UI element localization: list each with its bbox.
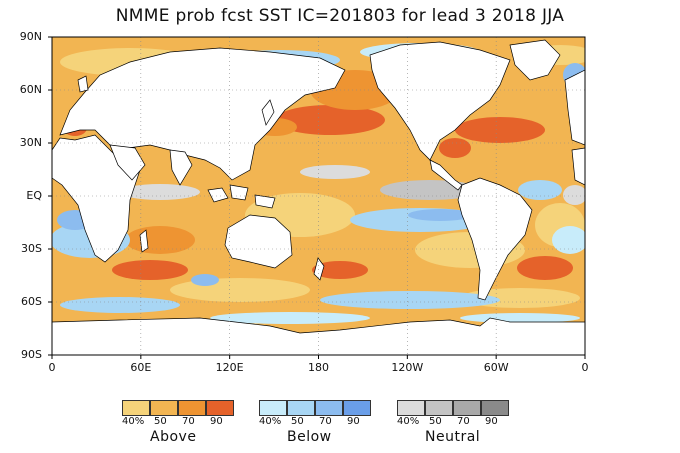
lat-label: 60S	[21, 295, 42, 308]
lat-label: 90S	[21, 348, 42, 361]
legend-swatch	[178, 400, 206, 416]
legend-swatch	[206, 400, 234, 416]
lon-label: 60E	[130, 361, 152, 374]
legend-tick-label: 40%	[122, 416, 145, 427]
legend-swatch	[122, 400, 150, 416]
lat-label: 30N	[19, 136, 42, 149]
legend-tick-label: 90	[210, 416, 223, 427]
legend-swatch	[425, 400, 453, 416]
legend-swatch	[259, 400, 287, 416]
legend-tick-label: 70	[457, 416, 470, 427]
lon-label: 120E	[215, 361, 244, 374]
map-title: NMME prob fcst SST IC=201803 for lead 3 …	[115, 6, 565, 26]
lat-label: 30S	[21, 242, 42, 255]
legend-swatch	[150, 400, 178, 416]
legend-tick-label: 50	[154, 416, 167, 427]
lon-label: 0	[581, 361, 589, 374]
lon-label: 120W	[391, 361, 424, 374]
legend-tick-label: 70	[319, 416, 332, 427]
lon-label: 60W	[483, 361, 509, 374]
legend-swatch	[315, 400, 343, 416]
legend-title: Below	[287, 429, 332, 445]
legend-title: Neutral	[425, 429, 481, 445]
legend-swatch	[397, 400, 425, 416]
lat-label: 60N	[19, 83, 42, 96]
lon-label: 180	[308, 361, 329, 374]
graticule	[52, 37, 585, 355]
legend-tick-label: 90	[347, 416, 360, 427]
legend-swatch	[287, 400, 315, 416]
legend-tick-label: 50	[429, 416, 442, 427]
legend-tick-label: 40%	[259, 416, 282, 427]
legend-swatch	[453, 400, 481, 416]
legend-swatch	[343, 400, 371, 416]
legend-tick-label: 40%	[397, 416, 420, 427]
legend-tick-label: 90	[485, 416, 498, 427]
lon-label: 0	[48, 361, 56, 374]
legend-title: Above	[150, 429, 197, 445]
lat-label: EQ	[26, 189, 42, 202]
legend-swatch	[481, 400, 509, 416]
legend-tick-label: 70	[182, 416, 195, 427]
legend-tick-label: 50	[291, 416, 304, 427]
land-masses	[52, 39, 585, 355]
lat-label: 90N	[19, 30, 42, 43]
